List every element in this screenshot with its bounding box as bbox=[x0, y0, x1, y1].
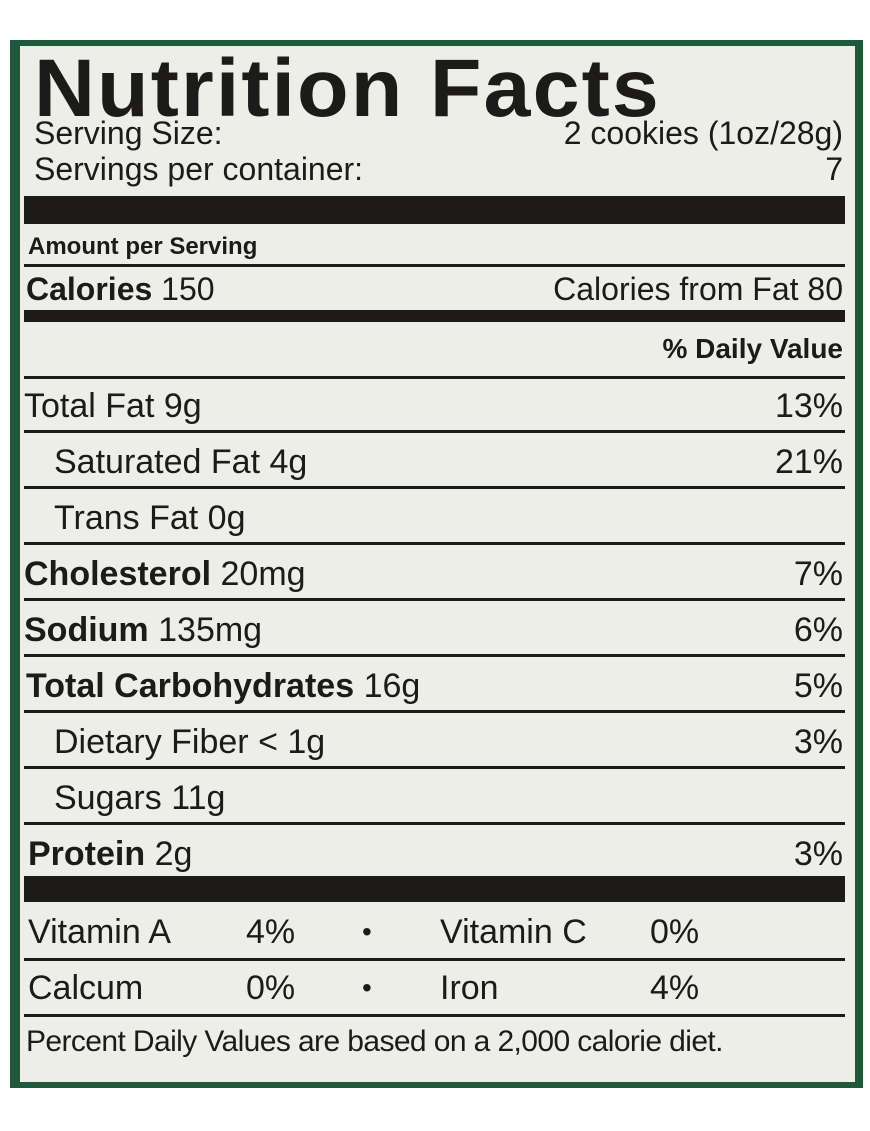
nutrient-amount: 9g bbox=[163, 387, 202, 425]
nutrient-label: Saturated Fat bbox=[54, 443, 261, 481]
rule bbox=[24, 598, 845, 601]
nutrient-amount: 20mg bbox=[220, 555, 306, 593]
amount-per-serving: Amount per Serving bbox=[28, 233, 258, 260]
footnote-row: Percent Daily Values are based on a 2,00… bbox=[20, 1024, 855, 1064]
servings-value: 7 bbox=[825, 151, 843, 187]
serving-size-row: Serving Size: 2 cookies (1oz/28g) bbox=[20, 116, 855, 150]
nutrient-row-saturated-fat: Saturated Fat 4g 21% bbox=[20, 444, 855, 480]
nutrient-row-sugars: Sugars 11g bbox=[20, 780, 855, 816]
nutrient-row-trans-fat: Trans Fat 0g bbox=[20, 500, 855, 536]
nutrient-amount: 135mg bbox=[158, 611, 263, 649]
nutrient-amount: 16g bbox=[363, 667, 421, 705]
nutrient-dv: 21% bbox=[774, 443, 843, 481]
nutrient-label: Sodium bbox=[24, 611, 149, 649]
serving-size-value: 2 cookies (1oz/28g) bbox=[563, 115, 843, 151]
medium-rule bbox=[24, 310, 845, 322]
thick-rule bbox=[24, 876, 845, 902]
rule bbox=[24, 958, 845, 961]
nutrient-dv: 6% bbox=[793, 611, 843, 649]
rule bbox=[24, 710, 845, 713]
separator-dot: • bbox=[362, 916, 372, 947]
vitamin-a-value: 4% bbox=[246, 913, 296, 951]
rule bbox=[24, 766, 845, 769]
nutrient-amount: 4g bbox=[269, 443, 308, 481]
daily-value-header: % Daily Value bbox=[662, 333, 843, 364]
nutrition-label: Nutrition Facts Serving Size: 2 cookies … bbox=[20, 46, 855, 1082]
servings-row: Servings per container: 7 bbox=[20, 152, 855, 186]
nutrient-amount: < 1g bbox=[258, 723, 326, 761]
separator-dot: • bbox=[362, 972, 372, 1003]
nutrient-label: Sugars bbox=[54, 779, 162, 817]
footnote: Percent Daily Values are based on a 2,00… bbox=[26, 1025, 723, 1058]
label-title: Nutrition Facts bbox=[34, 43, 661, 134]
nutrient-dv: 3% bbox=[793, 835, 843, 873]
rule bbox=[24, 542, 845, 545]
rule bbox=[24, 430, 845, 433]
daily-value-header-row: % Daily Value bbox=[20, 334, 855, 366]
calcium-value: 0% bbox=[246, 969, 296, 1007]
calories-label: Calories bbox=[26, 271, 153, 307]
nutrient-amount: 2g bbox=[154, 835, 193, 873]
rule bbox=[24, 264, 845, 267]
nutrient-label: Total Fat bbox=[24, 387, 155, 425]
rule bbox=[24, 1014, 845, 1017]
rule bbox=[24, 376, 845, 379]
nutrient-row-total-fat: Total Fat 9g 13% bbox=[20, 388, 855, 424]
nutrient-row-total-carbohydrates: Total Carbohydrates 16g 5% bbox=[20, 668, 855, 704]
nutrient-label: Protein bbox=[28, 835, 146, 873]
rule bbox=[24, 822, 845, 825]
nutrient-dv: 7% bbox=[793, 555, 843, 593]
thick-rule bbox=[24, 196, 845, 224]
calories-from-fat: Calories from Fat 80 bbox=[553, 271, 843, 307]
nutrient-dv: 13% bbox=[774, 387, 843, 425]
vitamin-c-value: 0% bbox=[650, 913, 700, 951]
nutrient-row-dietary-fiber: Dietary Fiber < 1g 3% bbox=[20, 724, 855, 760]
vitamin-row-1: Vitamin A 4% • Vitamin C 0% bbox=[20, 914, 855, 954]
iron-label: Iron bbox=[440, 969, 499, 1007]
amount-per-serving-row: Amount per Serving bbox=[20, 234, 855, 262]
vitamin-c-label: Vitamin C bbox=[440, 913, 587, 951]
nutrient-dv: 5% bbox=[793, 667, 843, 705]
nutrient-amount: 11g bbox=[171, 779, 226, 817]
nutrient-label: Dietary Fiber bbox=[54, 723, 249, 761]
calories-row: Calories 150 Calories from Fat 80 bbox=[20, 272, 855, 308]
calories-value: 150 bbox=[161, 271, 215, 307]
nutrient-row-cholesterol: Cholesterol 20mg 7% bbox=[20, 556, 855, 592]
nutrient-row-sodium: Sodium 135mg 6% bbox=[20, 612, 855, 648]
calcium-label: Calcum bbox=[28, 969, 144, 1007]
rule bbox=[24, 486, 845, 489]
iron-value: 4% bbox=[650, 969, 700, 1007]
servings-label: Servings per container: bbox=[34, 151, 364, 187]
nutrient-label: Trans Fat bbox=[54, 499, 199, 537]
nutrient-amount: 0g bbox=[207, 499, 246, 537]
rule bbox=[24, 654, 845, 657]
nutrient-label: Total Carbohydrates bbox=[26, 667, 355, 705]
vitamin-row-2: Calcum 0% • Iron 4% bbox=[20, 970, 855, 1010]
vitamin-a-label: Vitamin A bbox=[28, 913, 172, 951]
nutrient-row-protein: Protein 2g 3% bbox=[20, 836, 855, 872]
nutrient-label: Cholesterol bbox=[24, 555, 212, 593]
nutrient-dv: 3% bbox=[793, 723, 843, 761]
serving-size-label: Serving Size: bbox=[34, 115, 223, 151]
